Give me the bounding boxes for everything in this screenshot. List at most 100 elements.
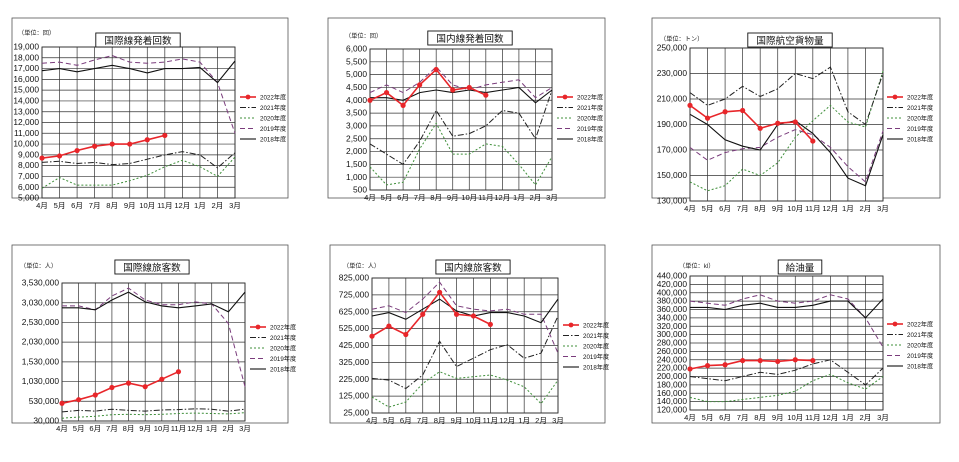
series-line-2021年度: [689, 66, 884, 126]
y-tick-label: 10,000: [13, 139, 39, 149]
y-tick-label: 725,000: [339, 289, 370, 299]
x-tick-label: 10月: [154, 424, 170, 433]
y-tick-label: 130,000: [657, 196, 688, 206]
series-point-2022年度: [722, 362, 728, 368]
series-point-2022年度: [453, 311, 460, 317]
legend-label: 2019年度: [260, 125, 286, 133]
legend-label: 2022年度: [577, 93, 603, 101]
series-line-2018年度: [41, 60, 236, 84]
legend-label: 2021年度: [583, 332, 609, 340]
series-point-2022年度: [109, 384, 115, 391]
legend-marker-2022年度: [562, 94, 568, 100]
legend-label: 2018年度: [270, 365, 296, 373]
y-tick-label: 25,000: [343, 408, 369, 418]
y-tick-label: 12,000: [13, 117, 39, 127]
x-tick-label: 7月: [417, 416, 429, 425]
legend-label: 2022年度: [907, 320, 933, 328]
x-tick-label: 10月: [465, 416, 481, 425]
series-line-2020年度: [371, 371, 559, 408]
y-tick-label: 7,000: [18, 171, 39, 181]
series-point-2022年度: [74, 147, 80, 154]
series-point-2022年度: [76, 397, 82, 403]
series-point-2022年度: [722, 109, 728, 115]
y-tick-label: 160,000: [657, 388, 688, 398]
x-tick-label: 5月: [73, 424, 85, 433]
x-tick-label: 3月: [552, 416, 564, 425]
x-tick-label: 9月: [447, 193, 459, 202]
series-point-2022年度: [450, 87, 456, 93]
y-tick-label: 16,000: [13, 74, 39, 84]
x-tick-label: 7月: [737, 204, 749, 213]
x-tick-label: 6月: [719, 204, 731, 213]
x-tick-label: 2月: [860, 413, 872, 422]
legend-label: 2021年度: [270, 334, 296, 342]
y-tick-label: 2,500: [346, 133, 367, 143]
series-point-2022年度: [810, 138, 816, 144]
series-point-2022年度: [792, 119, 798, 125]
x-tick-label: 9月: [451, 416, 463, 425]
y-tick-label: 170,000: [657, 145, 688, 155]
chart-title-box: [427, 30, 513, 46]
chart-title-box: [435, 259, 511, 275]
series-line-2019年度: [41, 55, 236, 134]
x-tick-label: 6月: [89, 424, 101, 433]
series-point-2022年度: [125, 380, 132, 386]
y-tick-label: 225,000: [339, 374, 370, 384]
y-tick-label: 190,000: [657, 119, 688, 129]
y-tick-label: 4,000: [346, 95, 367, 105]
x-tick-label: 9月: [772, 413, 784, 422]
unit-label: （単位：人）: [20, 262, 57, 270]
y-tick-label: 500: [353, 185, 367, 195]
x-tick-label: 4月: [684, 204, 696, 213]
series-line-2022年度: [41, 134, 165, 159]
unit-label: （単位：回）: [18, 29, 55, 37]
series-point-2022年度: [704, 115, 711, 121]
legend-label: 2019年度: [577, 125, 603, 133]
x-tick-label: 8月: [430, 193, 442, 202]
series-point-2022年度: [59, 400, 65, 406]
legend-label: 2019年度: [270, 355, 296, 363]
y-tick-label: 17,000: [13, 63, 39, 73]
y-tick-label: 825,000: [339, 273, 370, 283]
series-point-2022年度: [775, 120, 781, 126]
y-tick-label: 1,030,000: [22, 376, 60, 386]
legend-label: 2022年度: [907, 93, 933, 101]
y-tick-label: 5,000: [346, 69, 367, 79]
y-tick-label: 6,000: [18, 182, 39, 192]
y-tick-label: 150,000: [657, 170, 688, 180]
series-point-2022年度: [487, 321, 493, 328]
legend-label: 2018年度: [577, 135, 603, 143]
x-tick-label: 12月: [174, 201, 190, 210]
x-tick-label: 6月: [719, 413, 731, 422]
x-tick-label: 1月: [518, 416, 530, 425]
series-line-2018年度: [370, 86, 553, 104]
x-tick-label: 1月: [842, 413, 854, 422]
series-point-2022年度: [367, 97, 373, 103]
series-line-2018年度: [690, 298, 884, 319]
unit-label: （単位：回）: [345, 32, 382, 40]
y-tick-label: 530,000: [29, 396, 60, 406]
y-tick-label: 380,000: [657, 296, 688, 306]
chart-title-box: [747, 32, 833, 48]
y-tick-label: 320,000: [657, 321, 688, 331]
y-tick-label: 230,000: [657, 68, 688, 78]
y-tick-label: 400,000: [657, 287, 688, 297]
series-point-2022年度: [159, 376, 165, 382]
series-line-2021年度: [689, 359, 884, 386]
series-point-2022年度: [39, 155, 45, 161]
legend-marker-2022年度: [892, 321, 898, 327]
series-line-2022年度: [61, 370, 179, 405]
chart-title: 国際線発着回数: [104, 35, 172, 47]
y-tick-label: 300,000: [657, 329, 688, 339]
series-point-2022年度: [740, 357, 746, 364]
plot-area: [369, 48, 553, 191]
y-tick-label: 18,000: [13, 52, 39, 62]
legend-label: 2022年度: [260, 93, 286, 101]
legend-label: 2020年度: [907, 114, 933, 122]
y-tick-label: 2,000: [346, 146, 367, 156]
y-tick-label: 420,000: [657, 279, 688, 289]
x-tick-label: 9月: [139, 424, 151, 433]
legend-marker-2022年度: [568, 322, 574, 328]
chart-panel-2: 500 1,000 1,500 2,000 2,500 3,000 3,500 4,000 4,…: [327, 17, 606, 202]
